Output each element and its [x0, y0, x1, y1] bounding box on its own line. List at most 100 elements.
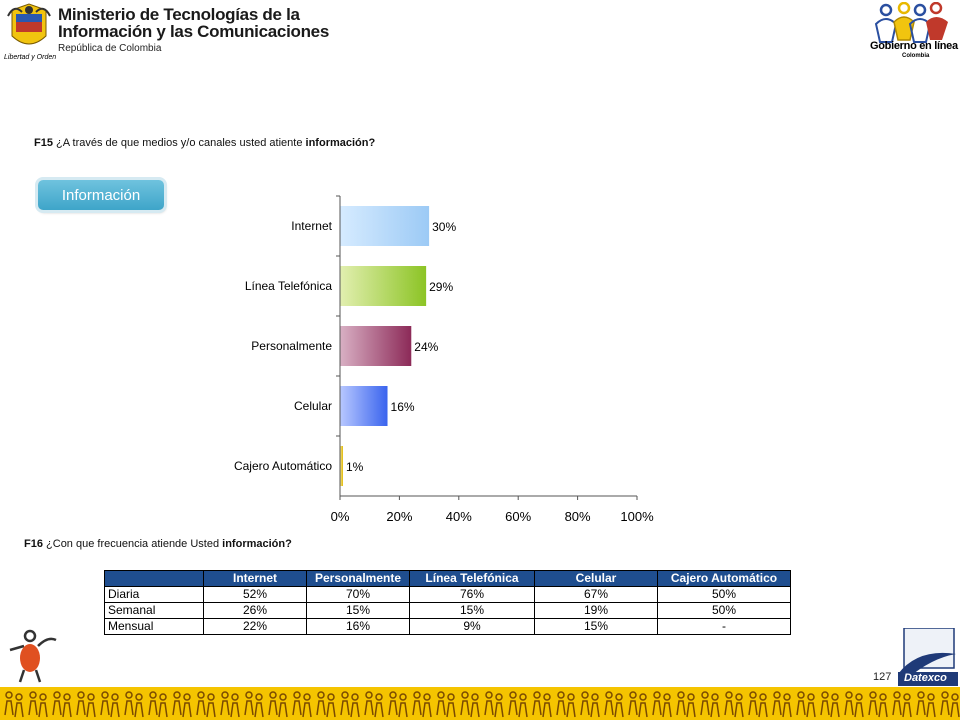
band-figure-icon	[700, 691, 720, 718]
table-row: Semanal 26% 15% 15% 19% 50%	[104, 602, 791, 619]
category-label: Cajero Automático	[234, 459, 332, 473]
data-label: 30%	[432, 220, 456, 234]
frequency-table: Internet Personalmente Línea Telefónica …	[104, 570, 791, 635]
band-figure-icon	[844, 691, 864, 718]
band-figure-icon	[28, 691, 48, 718]
table-cell: 16%	[306, 618, 410, 635]
table-cell: 67%	[534, 586, 658, 603]
page-number: 127	[873, 671, 892, 683]
x-tick-label: 0%	[331, 509, 350, 524]
question-f16: F16 ¿Con que frecuencia atiende Usted in…	[24, 538, 292, 550]
band-figure-icon	[820, 691, 840, 718]
question-f16-bold: información?	[222, 538, 292, 550]
table-header-cell: Personalmente	[306, 570, 410, 587]
chart-bar	[340, 446, 343, 486]
table-cell: 76%	[409, 586, 535, 603]
table-header-cell: Cajero Automático	[657, 570, 791, 587]
x-tick-label: 40%	[446, 509, 472, 524]
table-header-row: Internet Personalmente Línea Telefónica …	[104, 570, 791, 587]
band-figure-icon	[244, 691, 264, 718]
question-f15-text: ¿A través de que medios y/o canales uste…	[56, 137, 303, 149]
x-tick-label: 20%	[386, 509, 412, 524]
band-figure-icon	[172, 691, 192, 718]
table-cell: 70%	[306, 586, 410, 603]
table-row-label: Semanal	[104, 602, 204, 619]
band-figure-icon	[724, 691, 744, 718]
table-row-label: Diaria	[104, 586, 204, 603]
band-figure-icon	[412, 691, 432, 718]
data-label: 1%	[346, 460, 364, 474]
data-label: 24%	[414, 340, 438, 354]
chart-bar	[340, 266, 427, 306]
band-figure-icon	[124, 691, 144, 718]
chart-bar	[340, 206, 430, 246]
datexco-label: Datexco	[904, 672, 947, 684]
band-figure-icon	[484, 691, 504, 718]
chart-bar	[340, 386, 388, 426]
table-cell: 52%	[203, 586, 307, 603]
band-figure-icon	[628, 691, 648, 718]
band-figure-icon	[220, 691, 240, 718]
table-cell: 15%	[306, 602, 410, 619]
data-label: 16%	[391, 400, 415, 414]
band-figure-icon	[316, 691, 336, 718]
band-figure-icon	[652, 691, 672, 718]
band-figure-icon	[748, 691, 768, 718]
band-figure-icon	[676, 691, 696, 718]
x-tick-label: 100%	[620, 509, 654, 524]
table-header-cell: Celular	[534, 570, 658, 587]
table-header-cell	[104, 570, 204, 587]
table-cell: 26%	[203, 602, 307, 619]
band-figure-icon	[148, 691, 168, 718]
band-figure-icon	[604, 691, 624, 718]
category-label: Internet	[291, 219, 332, 233]
band-figure-icon	[340, 691, 360, 718]
ministry-subtitle: República de Colombia	[58, 43, 162, 54]
band-figure-icon	[772, 691, 792, 718]
ministry-seal-logo: Libertad y Orden	[4, 2, 56, 64]
table-cell: 50%	[657, 602, 791, 619]
chart-bar	[340, 326, 412, 366]
table-header-cell: Internet	[203, 570, 307, 587]
table-row: Diaria 52% 70% 76% 67% 50%	[104, 586, 791, 603]
band-figure-icon	[892, 691, 912, 718]
information-badge: Información	[38, 180, 164, 210]
band-figure-icon	[4, 691, 24, 718]
band-figure-icon	[76, 691, 96, 718]
band-figure-icon	[532, 691, 552, 718]
table-cell: 15%	[534, 618, 658, 635]
band-figure-icon	[364, 691, 384, 718]
band-figure-icon	[508, 691, 528, 718]
table-cell: 9%	[409, 618, 535, 635]
question-f16-code: F16	[24, 538, 43, 550]
mascot-figure-icon	[8, 628, 60, 684]
band-figure-icon	[100, 691, 120, 718]
table-row-label: Mensual	[104, 618, 204, 635]
band-figure-icon	[460, 691, 480, 718]
data-label: 29%	[429, 280, 453, 294]
x-tick-label: 60%	[505, 509, 531, 524]
band-figure-icon	[916, 691, 936, 718]
category-label: Personalmente	[251, 339, 332, 353]
ministry-name: Ministerio de Tecnologías de la Informac…	[58, 6, 329, 40]
band-figure-icon	[556, 691, 576, 718]
band-figure-icon	[940, 691, 960, 718]
footer-decorative-band	[0, 687, 960, 720]
chart-svg: Internet 30% Línea Telefónica 29% Personalme…	[234, 195, 654, 524]
band-figure-icon	[268, 691, 288, 718]
ministry-name-line2: Información y las Comunicaciones	[58, 22, 329, 41]
band-figure-icon	[436, 691, 456, 718]
question-f16-text: ¿Con que frecuencia atiende Usted	[46, 538, 220, 550]
datexco-logo: Datexco	[898, 627, 958, 686]
gobierno-en-linea-logo: Gobierno en línea Colombia	[870, 1, 958, 64]
gobierno-title: Gobierno en línea	[870, 40, 958, 52]
table-row: Mensual 22% 16% 9% 15% -	[104, 618, 791, 635]
band-figure-icon	[796, 691, 816, 718]
band-figure-icon	[580, 691, 600, 718]
footer-band-pattern	[0, 687, 960, 720]
x-tick-label: 80%	[565, 509, 591, 524]
table-cell: -	[657, 618, 791, 635]
band-figure-icon	[388, 691, 408, 718]
table-cell: 19%	[534, 602, 658, 619]
question-f15-code: F15	[34, 137, 53, 149]
